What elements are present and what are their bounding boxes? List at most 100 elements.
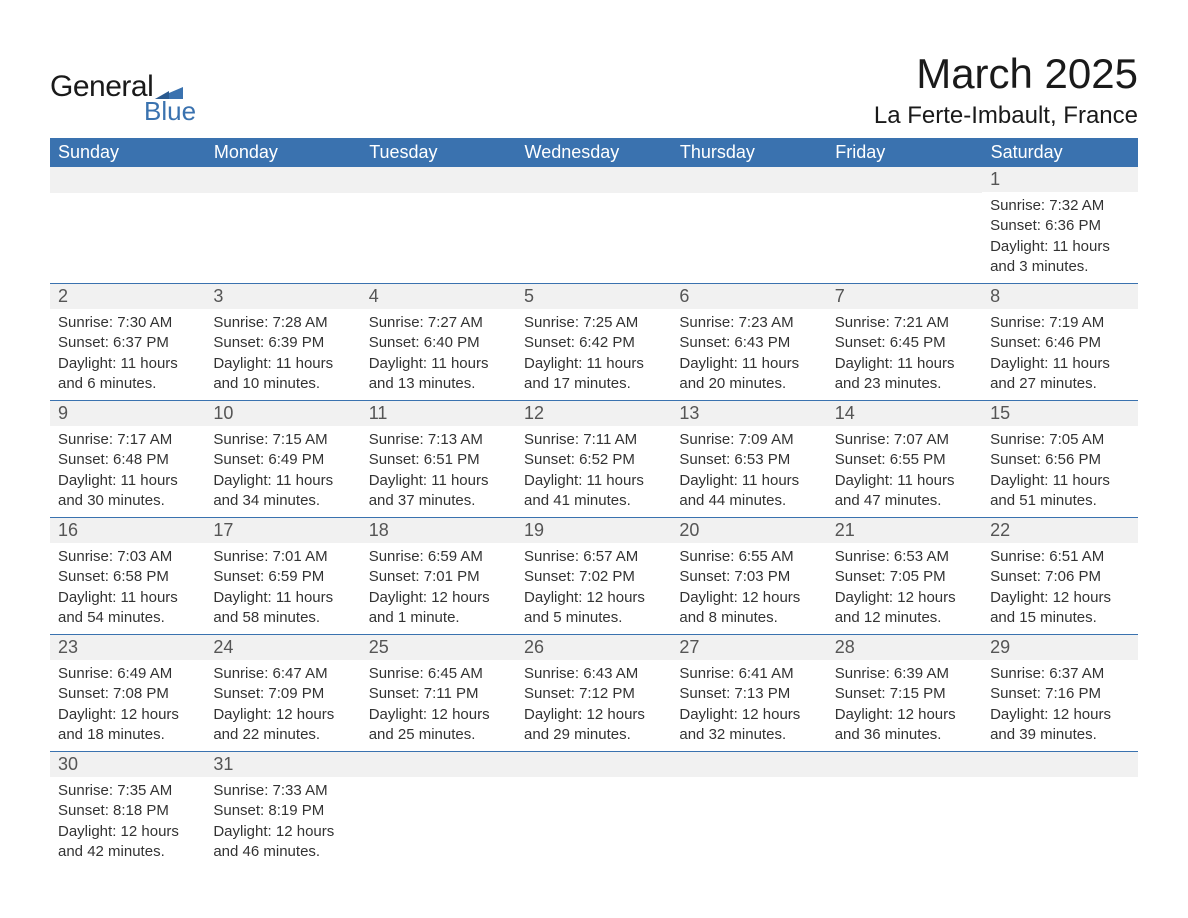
daylight-text: Daylight: 11 hours and 23 minutes. [835,354,974,395]
calendar-cell: 9Sunrise: 7:17 AMSunset: 6:48 PMDaylight… [50,400,205,517]
day-body: Sunrise: 7:27 AMSunset: 6:40 PMDaylight:… [361,309,516,400]
day-number: 21 [827,517,982,543]
sunset-text: Sunset: 7:02 PM [524,567,663,587]
day-body: Sunrise: 7:09 AMSunset: 6:53 PMDaylight:… [671,426,826,517]
sunrise-text: Sunrise: 7:03 AM [58,547,197,567]
empty-daybody [361,193,516,203]
daylight-text: Daylight: 12 hours and 22 minutes. [213,705,352,746]
calendar-row: 23Sunrise: 6:49 AMSunset: 7:08 PMDayligh… [50,634,1138,751]
sunrise-text: Sunrise: 7:05 AM [990,430,1129,450]
empty-daybody [827,193,982,203]
day-number: 30 [50,751,205,777]
day-number: 26 [516,634,671,660]
calendar-cell: 2Sunrise: 7:30 AMSunset: 6:37 PMDaylight… [50,283,205,400]
day-body: Sunrise: 6:43 AMSunset: 7:12 PMDaylight:… [516,660,671,751]
daylight-text: Daylight: 11 hours and 17 minutes. [524,354,663,395]
day-number: 2 [50,283,205,309]
daylight-text: Daylight: 12 hours and 36 minutes. [835,705,974,746]
empty-daybody [516,777,671,787]
weekday-header: Monday [205,138,360,167]
calendar-cell [50,167,205,283]
daylight-text: Daylight: 12 hours and 18 minutes. [58,705,197,746]
day-number: 22 [982,517,1137,543]
calendar-cell [205,167,360,283]
calendar-row: 16Sunrise: 7:03 AMSunset: 6:58 PMDayligh… [50,517,1138,634]
day-body: Sunrise: 7:03 AMSunset: 6:58 PMDaylight:… [50,543,205,634]
sunrise-text: Sunrise: 7:13 AM [369,430,508,450]
sunset-text: Sunset: 7:13 PM [679,684,818,704]
daylight-text: Daylight: 12 hours and 12 minutes. [835,588,974,629]
title-block: March 2025 La Ferte-Imbault, France [874,50,1138,130]
sunrise-text: Sunrise: 6:59 AM [369,547,508,567]
day-number: 27 [671,634,826,660]
sunset-text: Sunset: 8:19 PM [213,801,352,821]
sunset-text: Sunset: 6:37 PM [58,333,197,353]
sunset-text: Sunset: 7:15 PM [835,684,974,704]
day-body: Sunrise: 6:51 AMSunset: 7:06 PMDaylight:… [982,543,1137,634]
daylight-text: Daylight: 11 hours and 44 minutes. [679,471,818,512]
daylight-text: Daylight: 11 hours and 20 minutes. [679,354,818,395]
empty-daybody [516,193,671,203]
daylight-text: Daylight: 11 hours and 41 minutes. [524,471,663,512]
logo-text-blue: Blue [144,96,196,127]
sunset-text: Sunset: 7:16 PM [990,684,1129,704]
calendar-cell: 31Sunrise: 7:33 AMSunset: 8:19 PMDayligh… [205,751,360,868]
sunrise-text: Sunrise: 6:37 AM [990,664,1129,684]
calendar-cell: 10Sunrise: 7:15 AMSunset: 6:49 PMDayligh… [205,400,360,517]
empty-daynum [671,751,826,777]
sunrise-text: Sunrise: 7:25 AM [524,313,663,333]
daylight-text: Daylight: 12 hours and 5 minutes. [524,588,663,629]
sunrise-text: Sunrise: 7:09 AM [679,430,818,450]
empty-daybody [671,777,826,787]
day-body: Sunrise: 7:05 AMSunset: 6:56 PMDaylight:… [982,426,1137,517]
daylight-text: Daylight: 11 hours and 3 minutes. [990,237,1129,278]
weekday-header-row: Sunday Monday Tuesday Wednesday Thursday… [50,138,1138,167]
calendar-cell: 25Sunrise: 6:45 AMSunset: 7:11 PMDayligh… [361,634,516,751]
calendar-cell: 5Sunrise: 7:25 AMSunset: 6:42 PMDaylight… [516,283,671,400]
day-number: 20 [671,517,826,543]
empty-daynum [361,751,516,777]
sunrise-text: Sunrise: 6:43 AM [524,664,663,684]
sunset-text: Sunset: 6:55 PM [835,450,974,470]
sunset-text: Sunset: 6:45 PM [835,333,974,353]
sunset-text: Sunset: 7:03 PM [679,567,818,587]
day-number: 23 [50,634,205,660]
calendar-cell: 21Sunrise: 6:53 AMSunset: 7:05 PMDayligh… [827,517,982,634]
sunset-text: Sunset: 7:11 PM [369,684,508,704]
sunrise-text: Sunrise: 7:35 AM [58,781,197,801]
daylight-text: Daylight: 12 hours and 39 minutes. [990,705,1129,746]
empty-daynum [516,751,671,777]
calendar-cell [361,167,516,283]
sunset-text: Sunset: 6:39 PM [213,333,352,353]
calendar-cell: 15Sunrise: 7:05 AMSunset: 6:56 PMDayligh… [982,400,1137,517]
sunset-text: Sunset: 7:06 PM [990,567,1129,587]
day-body: Sunrise: 7:13 AMSunset: 6:51 PMDaylight:… [361,426,516,517]
sunset-text: Sunset: 6:58 PM [58,567,197,587]
calendar-cell: 14Sunrise: 7:07 AMSunset: 6:55 PMDayligh… [827,400,982,517]
day-number: 1 [982,167,1137,192]
day-number: 9 [50,400,205,426]
day-body: Sunrise: 7:23 AMSunset: 6:43 PMDaylight:… [671,309,826,400]
sunset-text: Sunset: 6:49 PM [213,450,352,470]
sunrise-text: Sunrise: 6:51 AM [990,547,1129,567]
calendar-cell: 3Sunrise: 7:28 AMSunset: 6:39 PMDaylight… [205,283,360,400]
day-body: Sunrise: 7:32 AMSunset: 6:36 PMDaylight:… [982,192,1137,283]
logo: General Blue [50,50,196,127]
daylight-text: Daylight: 11 hours and 47 minutes. [835,471,974,512]
weekday-header: Wednesday [516,138,671,167]
daylight-text: Daylight: 11 hours and 51 minutes. [990,471,1129,512]
empty-daynum [516,167,671,193]
sunrise-text: Sunrise: 7:32 AM [990,196,1129,216]
day-number: 4 [361,283,516,309]
calendar-cell: 7Sunrise: 7:21 AMSunset: 6:45 PMDaylight… [827,283,982,400]
calendar-cell [516,167,671,283]
empty-daybody [671,193,826,203]
weekday-header: Sunday [50,138,205,167]
logo-text-general: General [50,70,153,104]
sunrise-text: Sunrise: 6:47 AM [213,664,352,684]
calendar-cell: 17Sunrise: 7:01 AMSunset: 6:59 PMDayligh… [205,517,360,634]
day-number: 18 [361,517,516,543]
daylight-text: Daylight: 12 hours and 32 minutes. [679,705,818,746]
calendar-cell: 12Sunrise: 7:11 AMSunset: 6:52 PMDayligh… [516,400,671,517]
empty-daybody [50,193,205,203]
